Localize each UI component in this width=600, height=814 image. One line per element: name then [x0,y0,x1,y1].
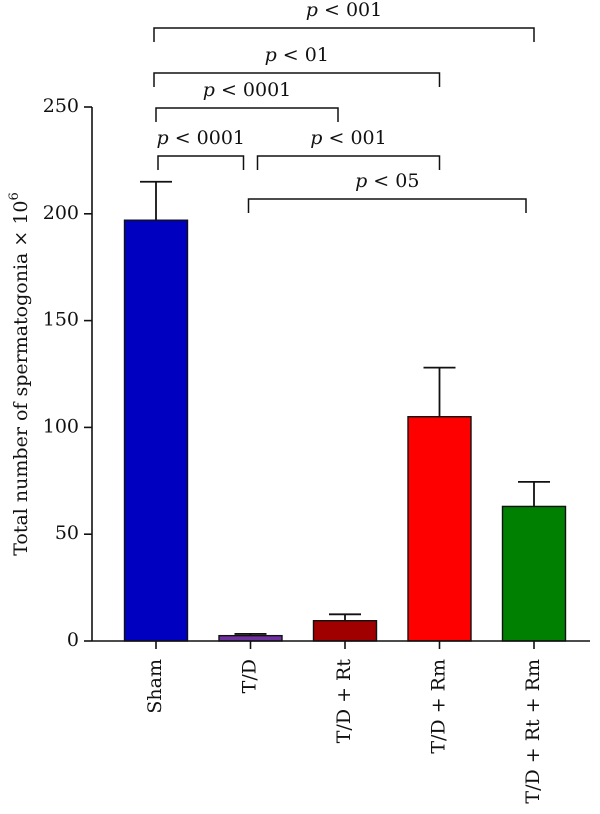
p-value-label: p < 0001 [156,127,245,149]
p-value-label: p < 05 [355,170,419,192]
y-tick-label: 100 [43,415,79,437]
significance-bracket [153,72,441,87]
bars [123,219,567,642]
x-tick-label: T/D + Rt + Rm [522,659,544,804]
bar [218,634,283,642]
y-tick-label: 0 [67,629,79,651]
bar [501,505,567,642]
significance-bracket [155,107,339,122]
significance-bracket [247,198,527,213]
bar [123,219,189,642]
x-tick-label: T/D + Rm [428,659,450,754]
x-tick-label: T/D + Rt [333,659,355,744]
x-tick-label: Sham [144,659,166,714]
y-tick-label: 250 [43,95,79,117]
x-axis-labels: Sham T/D T/D + Rt T/D + Rm T/D + Rt + Rm [144,641,544,804]
axes [91,107,590,642]
y-tick-label: 50 [55,522,79,544]
x-tick-label: T/D [239,659,261,693]
p-value-label: p < 001 [306,0,382,21]
significance-bracket [157,155,245,170]
bar [312,620,378,642]
y-axis-label: Total number of spermatogonia × 106 [7,192,32,556]
significance-bracket [256,155,441,170]
bar [407,416,472,642]
significance-brackets: p < 001 p < 01 p < 0001 p < 0001 p < 001 p < … [153,0,535,213]
p-value-label: p < 001 [310,127,386,149]
significance-bracket [153,27,535,42]
y-tick-label: 150 [43,309,79,331]
p-value-label: p < 0001 [203,79,292,101]
error-bars [140,180,550,636]
p-value-label: p < 01 [265,44,329,66]
y-axis-ticks: 0 50 100 150 200 250 [43,95,92,651]
y-tick-label: 200 [43,202,79,224]
